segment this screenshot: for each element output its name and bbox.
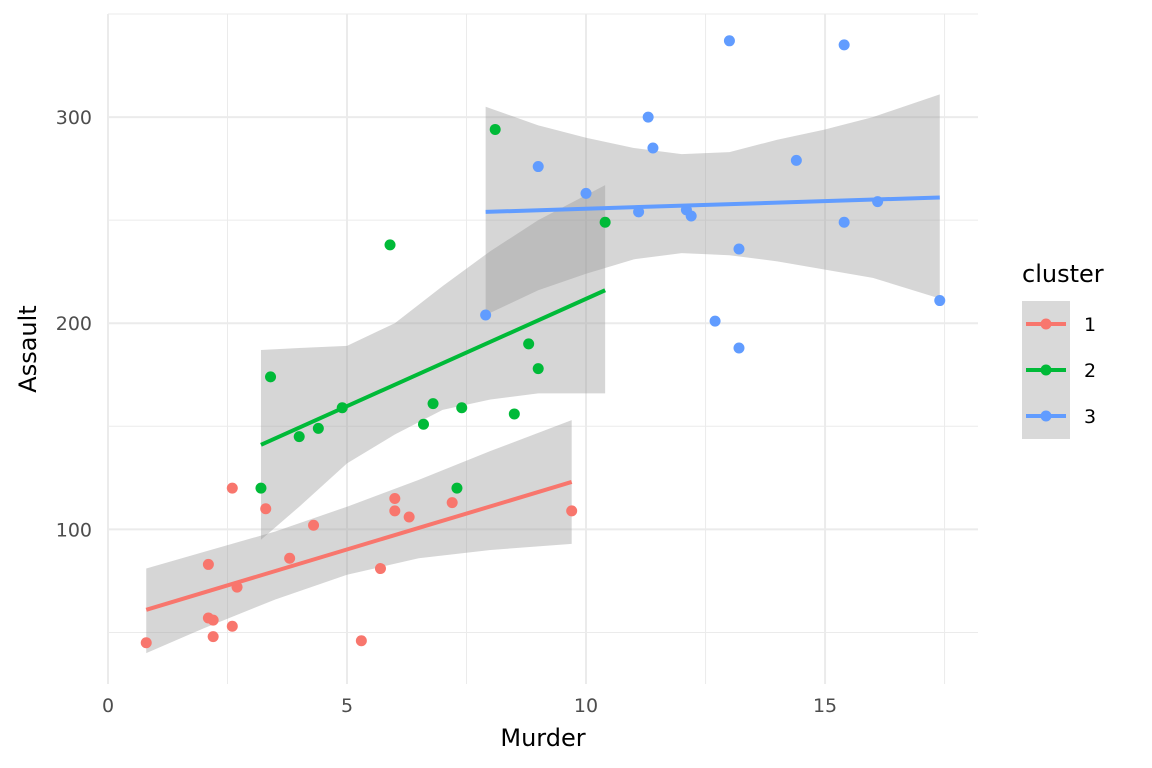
data-point-cluster-2 [384, 239, 396, 251]
legend-point-3 [1040, 410, 1052, 422]
fit-lines [145, 195, 940, 612]
x-axis-title: Murder [500, 724, 585, 752]
data-point-cluster-2 [417, 418, 429, 430]
data-point-cluster-3 [733, 342, 745, 354]
data-point-cluster-1 [403, 511, 415, 523]
data-point-cluster-2 [255, 482, 267, 494]
data-point-cluster-2 [451, 482, 463, 494]
x-tick-label: 0 [102, 695, 114, 717]
data-point-cluster-2 [489, 123, 501, 135]
legend-label-1: 1 [1084, 314, 1096, 336]
data-points [140, 35, 946, 649]
legend-label-2: 2 [1084, 360, 1096, 382]
data-point-cluster-3 [633, 206, 645, 218]
minor-gridlines [108, 13, 978, 684]
x-tick-labels: 0 5 10 15 [102, 695, 837, 717]
data-point-cluster-3 [838, 39, 850, 51]
confidence-ribbons [146, 94, 940, 654]
legend-label-3: 3 [1084, 406, 1096, 428]
data-point-cluster-2 [523, 338, 535, 350]
legend-point-1 [1040, 318, 1052, 330]
data-point-cluster-1 [389, 505, 401, 517]
data-point-cluster-1 [202, 558, 214, 570]
major-gridlines [107, 14, 978, 684]
data-point-cluster-1 [140, 637, 152, 649]
x-tick-label: 10 [574, 695, 598, 717]
y-tick-label: 100 [56, 519, 92, 541]
data-point-cluster-3 [790, 154, 802, 166]
x-tick-label: 5 [341, 695, 353, 717]
data-point-cluster-1 [355, 635, 367, 647]
legend-point-2 [1040, 364, 1052, 376]
data-point-cluster-1 [389, 492, 401, 504]
data-point-cluster-2 [599, 216, 611, 228]
data-point-cluster-2 [508, 408, 520, 420]
y-tick-labels: 100 200 300 [56, 107, 92, 541]
data-point-cluster-3 [709, 315, 721, 327]
data-point-cluster-1 [308, 519, 320, 531]
fit-line-cluster-2 [260, 288, 606, 447]
data-point-cluster-3 [934, 295, 946, 307]
y-tick-label: 200 [56, 313, 92, 335]
data-point-cluster-2 [532, 363, 544, 375]
fit-line-cluster-1 [145, 480, 573, 612]
data-point-cluster-1 [260, 503, 272, 515]
confidence-ribbon-2 [260, 185, 606, 540]
data-point-cluster-1 [566, 505, 578, 517]
data-point-cluster-1 [284, 552, 296, 564]
data-point-cluster-3 [723, 35, 735, 47]
data-point-cluster-3 [685, 210, 697, 222]
data-point-cluster-1 [207, 631, 219, 643]
data-point-cluster-1 [207, 614, 219, 626]
y-tick-label: 300 [56, 107, 92, 129]
data-point-cluster-2 [312, 422, 324, 434]
data-point-cluster-3 [532, 161, 544, 173]
data-point-cluster-1 [226, 620, 238, 632]
legend-title: cluster [1022, 260, 1104, 288]
data-point-cluster-2 [293, 431, 305, 443]
data-point-cluster-3 [838, 216, 850, 228]
data-point-cluster-3 [647, 142, 659, 154]
x-tick-label: 15 [813, 695, 837, 717]
legend: cluster 1 2 3 [1022, 260, 1104, 439]
fit-line-cluster-3 [485, 195, 940, 214]
data-point-cluster-3 [733, 243, 745, 255]
data-point-cluster-1 [374, 563, 386, 575]
y-axis-title: Assault [14, 305, 42, 392]
data-point-cluster-3 [480, 309, 492, 321]
data-point-cluster-3 [642, 111, 654, 123]
data-point-cluster-2 [265, 371, 277, 383]
data-point-cluster-2 [456, 402, 468, 414]
data-point-cluster-3 [580, 187, 592, 199]
data-point-cluster-1 [226, 482, 238, 494]
data-point-cluster-2 [427, 398, 439, 410]
data-point-cluster-1 [446, 497, 458, 509]
confidence-ribbon-1 [146, 420, 572, 654]
